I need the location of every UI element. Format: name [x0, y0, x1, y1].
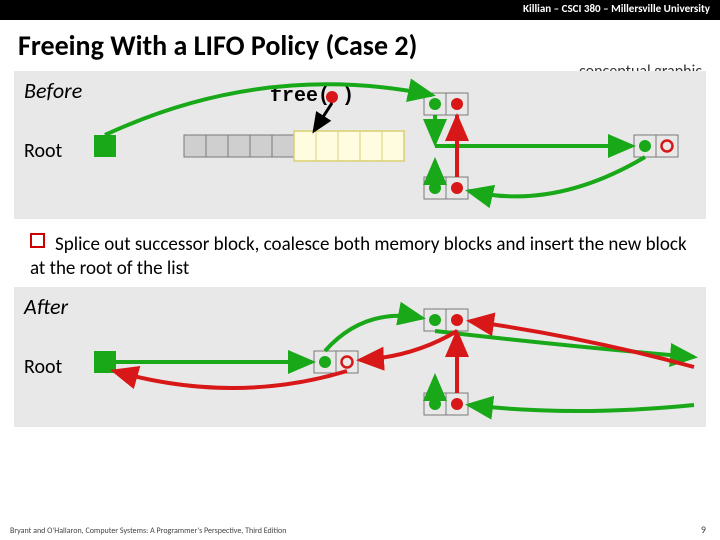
root-node-after — [94, 351, 116, 373]
freeing-block — [294, 131, 404, 161]
free-arg-dot — [326, 91, 338, 103]
after-panel: After Root — [14, 287, 706, 427]
before-diagram — [14, 71, 706, 219]
bullet-icon — [30, 233, 45, 248]
bullet-text: Splice out successor block, coalesce bot… — [30, 233, 687, 280]
back-top-center — [360, 331, 457, 360]
pair-top-after — [424, 309, 468, 331]
bullet-description: Splice out successor block, coalesce bot… — [30, 233, 690, 281]
pair-bottom — [424, 177, 468, 199]
before-panel: Before Root free( ) — [14, 71, 706, 219]
free-pointer-arrow — [314, 103, 332, 131]
footer-attribution: Bryant and O'Hallaron, Computer Systems:… — [10, 526, 286, 536]
fwd-root-top — [105, 84, 432, 135]
back-off-top — [470, 321, 694, 367]
page-number: 9 — [701, 523, 706, 536]
fwd-right-bottom — [469, 157, 645, 196]
root-node — [94, 135, 116, 157]
course-header: Killian – CSCI 380 – Millersville Univer… — [0, 0, 720, 20]
coalesced-block — [314, 351, 358, 373]
after-diagram — [14, 287, 706, 427]
pair-bottom-after — [424, 393, 468, 415]
fwd-off-bottom — [469, 405, 694, 411]
slide-title: Freeing With a LIFO Policy (Case 2) — [0, 20, 720, 65]
back-center-root — [114, 371, 347, 388]
fwd-center-top — [325, 315, 422, 350]
